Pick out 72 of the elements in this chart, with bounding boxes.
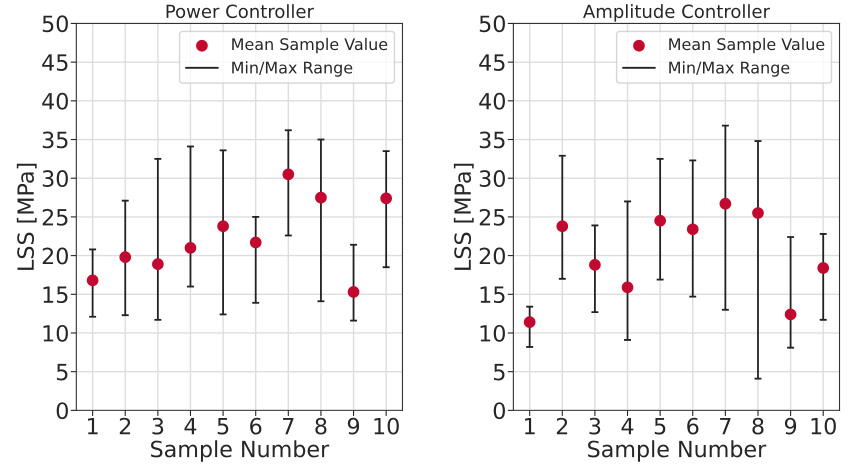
y-tick-label: 45	[479, 54, 504, 71]
x-tick-label: 3	[590, 418, 600, 435]
y-tick-label: 15	[480, 286, 504, 304]
x-tick-label: 4	[184, 418, 196, 434]
annotation: Min/Max Range	[669, 61, 790, 77]
x-tick-label: 7	[283, 418, 294, 434]
chart-title: Amplitude Controller	[583, 4, 770, 22]
y-tick-label: 40	[42, 92, 68, 110]
point	[817, 262, 830, 274]
point	[556, 220, 568, 232]
point	[217, 220, 229, 232]
y-tick-label: 35	[42, 131, 68, 148]
y-tick-label: 0	[56, 402, 68, 420]
x-tick-label: 8	[752, 418, 764, 435]
x-tick-label: 10	[374, 418, 399, 435]
y-tick-label: 30	[42, 170, 68, 187]
point	[119, 251, 132, 263]
x-tick-label: 5	[218, 418, 228, 435]
y-tick-label: 0	[494, 402, 505, 420]
x-tick-label: 6	[687, 418, 698, 435]
x-tick-label: 4	[622, 418, 634, 434]
point	[654, 214, 666, 227]
y-tick-label: 45	[42, 54, 68, 71]
point	[784, 308, 796, 320]
y-tick-label: 25	[480, 208, 504, 226]
x-tick-label: 8	[315, 418, 326, 435]
point	[589, 259, 601, 271]
y-tick-label: 5	[56, 364, 68, 380]
point	[686, 223, 699, 236]
point	[622, 281, 634, 294]
x-tick-label: 1	[88, 418, 98, 434]
x-tick-label: 6	[250, 418, 262, 435]
y-tick-label: 10	[44, 324, 68, 342]
annotation: Min/Max Range	[232, 61, 352, 77]
y-tick-label: 50	[480, 15, 505, 32]
x-tick-label: 5	[654, 418, 666, 435]
x-tick-label: 9	[348, 418, 360, 435]
point	[315, 192, 327, 204]
x-tick-label: 10	[812, 418, 836, 435]
y-tick-label: 50	[42, 15, 68, 32]
x-tick-label: 2	[556, 418, 568, 434]
y-tick-label: 20	[42, 248, 68, 264]
point	[348, 286, 360, 298]
y-tick-label: 40	[479, 92, 505, 110]
point	[380, 192, 392, 204]
y-tick-label: 10	[480, 324, 505, 342]
x-axis-title: Sample Number	[151, 440, 330, 462]
y-tick-label: 5	[494, 364, 504, 380]
point	[250, 236, 262, 248]
x-tick-label: 3	[152, 418, 164, 435]
point	[152, 258, 164, 270]
y-tick-label: 35	[480, 131, 504, 148]
y-axis-title: LSS [MPa]	[454, 164, 474, 270]
legend-label: Mean Sample Value	[232, 38, 388, 54]
point	[86, 274, 98, 286]
y-tick-label: 25	[42, 208, 68, 226]
point	[752, 207, 764, 219]
x-tick-label: 1	[525, 418, 535, 434]
point	[524, 316, 536, 328]
y-tick-label: 30	[480, 170, 505, 187]
chart-title: Power Controller	[166, 4, 314, 18]
y-tick-label: 20	[480, 248, 505, 264]
legend-label: Mean Sample Value	[669, 38, 824, 54]
x-tick-label: 7	[720, 418, 731, 434]
x-tick-label: 2	[120, 418, 130, 434]
point	[720, 198, 732, 210]
x-tick-label: 9	[784, 418, 796, 435]
x-axis-title: Sample Number	[588, 440, 766, 462]
point	[282, 168, 294, 180]
y-tick-label: 15	[44, 286, 68, 304]
point	[184, 242, 196, 254]
y-axis-title: LSS [MPa]	[16, 164, 37, 270]
